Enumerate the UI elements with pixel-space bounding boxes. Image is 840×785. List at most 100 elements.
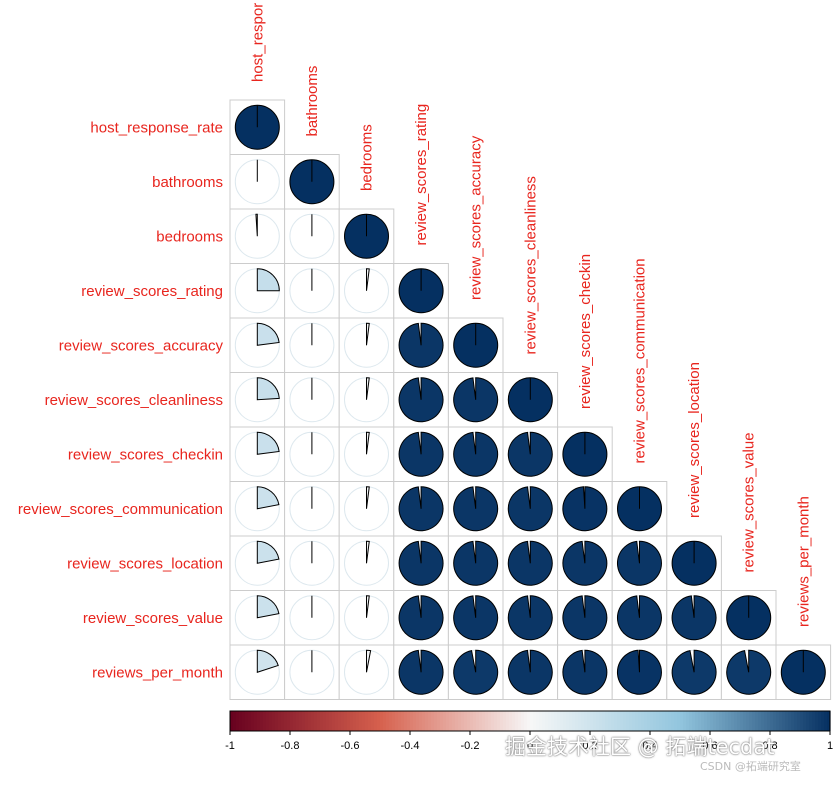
colorbar-segment	[257, 711, 261, 731]
colorbar-segment	[590, 711, 594, 731]
colorbar-segment	[608, 711, 612, 731]
pie-mark-7-6	[562, 486, 608, 532]
row-label-9: review_scores_value	[83, 610, 223, 627]
pie-mark-10-7	[616, 649, 662, 695]
pie-mark-7-4	[453, 486, 499, 532]
column-label-7: review_scores_communication	[632, 258, 649, 463]
pie-mark-5-0	[256, 377, 280, 401]
colorbar-segment	[383, 711, 387, 731]
row-label-4: review_scores_accuracy	[59, 337, 224, 354]
colorbar-segment	[395, 711, 399, 731]
colorbar-segment	[599, 711, 603, 731]
row-label-1: bathrooms	[152, 174, 223, 191]
colorbar-segment	[596, 711, 600, 731]
colorbar-segment	[572, 711, 576, 731]
colorbar-segment	[236, 711, 240, 731]
pie-mark-8-4	[453, 540, 499, 586]
colorbar-segment	[794, 711, 798, 731]
colorbar-segment	[827, 711, 831, 731]
colorbar-segment	[530, 711, 534, 731]
colorbar-segment	[566, 711, 570, 731]
colorbar-segment	[467, 711, 471, 731]
colorbar-tick-label-2: -0.6	[341, 740, 360, 752]
colorbar-segment	[782, 711, 786, 731]
column-label-2: bedrooms	[359, 124, 376, 191]
row-label-5: review_scores_cleanliness	[45, 392, 223, 409]
colorbar-segment	[614, 711, 618, 731]
colorbar-segment	[230, 711, 234, 731]
colorbar-segment	[452, 711, 456, 731]
pie-mark-9-8	[671, 595, 717, 641]
colorbar-segment	[305, 711, 309, 731]
colorbar-segment	[422, 711, 426, 731]
colorbar-segment	[683, 711, 687, 731]
colorbar-segment	[554, 711, 558, 731]
colorbar-segment	[347, 711, 351, 731]
colorbar-tick-label-0: -1	[225, 740, 235, 752]
colorbar-segment	[569, 711, 573, 731]
column-label-4: review_scores_accuracy	[468, 135, 485, 300]
colorbar-segment	[821, 711, 825, 731]
colorbar-segment	[692, 711, 696, 731]
pie-mark-10-4	[453, 649, 499, 695]
colorbar-segment	[461, 711, 465, 731]
pie-mark-6-4	[453, 431, 499, 477]
colorbar-segment	[245, 711, 249, 731]
colorbar-segment	[806, 711, 810, 731]
colorbar-segment	[785, 711, 789, 731]
colorbar-segment	[650, 711, 654, 731]
colorbar-segment	[632, 711, 636, 731]
pie-mark-10-8	[671, 649, 717, 695]
colorbar-segment	[449, 711, 453, 731]
row-label-2: bedrooms	[156, 228, 223, 245]
colorbar-segment	[443, 711, 447, 731]
colorbar-segment	[299, 711, 303, 731]
pie-mark-9-6	[562, 595, 608, 641]
colorbar-segment	[323, 711, 327, 731]
row-label-8: review_scores_location	[67, 555, 223, 572]
colorbar-segment	[812, 711, 816, 731]
colorbar-segment	[518, 711, 522, 731]
colorbar-segment	[464, 711, 468, 731]
colorbar-segment	[689, 711, 693, 731]
colorbar-segment	[659, 711, 663, 731]
pie-mark-6-5	[507, 431, 553, 477]
colorbar-segment	[242, 711, 246, 731]
column-label-0: host_respor	[249, 3, 266, 82]
colorbar-segment	[617, 711, 621, 731]
colorbar-tick-label-8: 0.6	[702, 740, 717, 752]
colorbar-segment	[623, 711, 627, 731]
colorbar-segment	[482, 711, 486, 731]
colorbar-segment	[374, 711, 378, 731]
colorbar-segment	[755, 711, 759, 731]
colorbar-segment	[803, 711, 807, 731]
watermark-main: 掘金技术社区 @ 拓端tecdat	[505, 735, 775, 759]
colorbar-segment	[311, 711, 315, 731]
colorbar-segment	[329, 711, 333, 731]
pie-mark-10-2	[366, 649, 372, 673]
colorbar-segment	[668, 711, 672, 731]
colorbar-segment	[416, 711, 420, 731]
colorbar-segment	[521, 711, 525, 731]
colorbar-segment	[326, 711, 330, 731]
pie-mark-7-2	[366, 486, 370, 509]
colorbar-segment	[260, 711, 264, 731]
colorbar-tick-label-3: -0.4	[401, 740, 420, 752]
colorbar-segment	[341, 711, 345, 731]
pie-mark-9-2	[366, 595, 370, 618]
colorbar-segment	[428, 711, 432, 731]
colorbar-segment	[254, 711, 258, 731]
pie-mark-4-0	[256, 322, 280, 346]
colorbar-tick-label-4: -0.2	[461, 740, 480, 752]
pie-mark-5-4	[453, 377, 499, 423]
colorbar-segment	[239, 711, 243, 731]
colorbar-segment	[473, 711, 477, 731]
colorbar-segment	[536, 711, 540, 731]
colorbar-segment	[563, 711, 567, 731]
colorbar-segment	[485, 711, 489, 731]
colorbar-segment	[446, 711, 450, 731]
colorbar-segment	[371, 711, 375, 731]
pie-mark-3-2	[366, 268, 370, 291]
pie-mark-8-2	[366, 540, 370, 564]
pie-mark-10-3	[398, 649, 444, 695]
